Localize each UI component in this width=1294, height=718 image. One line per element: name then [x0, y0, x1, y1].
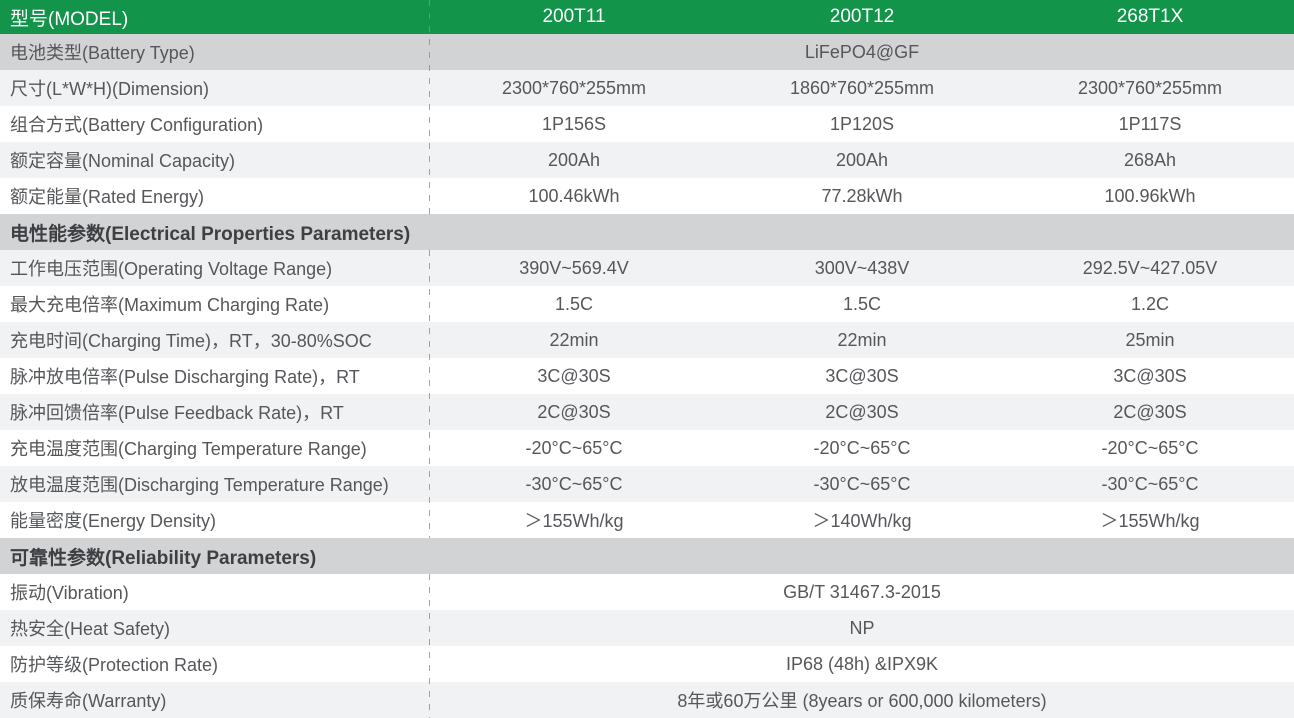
row-label: 组合方式(Battery Configuration) — [10, 115, 264, 135]
row-value: -30°C~65°C — [813, 473, 911, 494]
row-value: 22min — [837, 329, 887, 350]
row-merged-value: IP68 (48h) &IPX9K — [785, 653, 939, 674]
table-row-discharging-temp: 放电温度范围(Discharging Temperature Range) -3… — [0, 466, 1294, 502]
row-value: -30°C~65°C — [1101, 473, 1199, 494]
section-title: 电性能参数(Electrical Properties Parameters) — [10, 223, 411, 245]
row-value: 268Ah — [1123, 149, 1177, 170]
row-label: 质保寿命(Warranty) — [10, 691, 167, 711]
row-label: 放电温度范围(Discharging Temperature Range) — [10, 475, 389, 495]
row-value: 1.5C — [554, 293, 594, 314]
row-label: 脉冲回馈倍率(Pulse Feedback Rate)，RT — [10, 403, 344, 423]
table-row-warranty: 质保寿命(Warranty) 8年或60万公里 (8years or 600,0… — [0, 682, 1294, 718]
row-label: 能量密度(Energy Density) — [10, 511, 217, 531]
table-row-heat-safety: 热安全(Heat Safety) NP — [0, 610, 1294, 646]
row-label: 振动(Vibration) — [10, 583, 129, 603]
table-row-nominal-capacity: 额定容量(Nominal Capacity) 200Ah 200Ah 268Ah — [0, 142, 1294, 178]
row-value: 100.46kWh — [528, 185, 620, 206]
row-value: 2300*760*255mm — [501, 77, 647, 98]
table-row-charging-time: 充电时间(Charging Time)，RT，30-80%SOC 22min 2… — [0, 322, 1294, 358]
row-value: 2300*760*255mm — [1077, 77, 1223, 98]
row-label: 充电时间(Charging Time)，RT，30-80%SOC — [10, 331, 372, 351]
table-row-vibration: 振动(Vibration) GB/T 31467.3-2015 — [0, 574, 1294, 610]
row-value: 100.96kWh — [1104, 185, 1196, 206]
row-label: 工作电压范围(Operating Voltage Range) — [10, 259, 333, 279]
row-value: 2C@30S — [1113, 401, 1187, 422]
section-header-electrical: 电性能参数(Electrical Properties Parameters) — [0, 214, 1294, 250]
table-row-battery-type: 电池类型(Battery Type) LiFePO4@GF — [0, 34, 1294, 70]
table-row-rated-energy: 额定能量(Rated Energy) 100.46kWh 77.28kWh 10… — [0, 178, 1294, 214]
row-label: 防护等级(Protection Rate) — [10, 655, 219, 675]
row-value: -20°C~65°C — [813, 437, 911, 458]
table-row-pulse-discharging: 脉冲放电倍率(Pulse Discharging Rate)，RT 3C@30S… — [0, 358, 1294, 394]
section-title: 可靠性参数(Reliability Parameters) — [10, 547, 317, 569]
row-label: 脉冲放电倍率(Pulse Discharging Rate)，RT — [10, 367, 360, 387]
model-column-header-1: 200T11 — [542, 6, 606, 27]
row-label: 电池类型(Battery Type) — [10, 43, 195, 63]
row-value: 200Ah — [835, 149, 889, 170]
row-label: 热安全(Heat Safety) — [10, 619, 171, 639]
section-header-reliability: 可靠性参数(Reliability Parameters) — [0, 538, 1294, 574]
row-value: 1.5C — [842, 293, 882, 314]
table-row-protection-rate: 防护等级(Protection Rate) IP68 (48h) &IPX9K — [0, 646, 1294, 682]
row-value: 2C@30S — [825, 401, 899, 422]
table-row-dimension: 尺寸(L*W*H)(Dimension) 2300*760*255mm 1860… — [0, 70, 1294, 106]
table-row-configuration: 组合方式(Battery Configuration) 1P156S 1P120… — [0, 106, 1294, 142]
row-value: 77.28kWh — [821, 185, 903, 206]
table-row-charging-temp: 充电温度范围(Charging Temperature Range) -20°C… — [0, 430, 1294, 466]
row-value: 1P156S — [541, 113, 607, 134]
row-value: ＞155Wh/kg — [524, 511, 624, 531]
table-row-voltage-range: 工作电压范围(Operating Voltage Range) 390V~569… — [0, 250, 1294, 286]
row-value: 3C@30S — [537, 365, 611, 386]
table-row-energy-density: 能量密度(Energy Density) ＞155Wh/kg ＞140Wh/kg… — [0, 502, 1294, 538]
model-column-header-2: 200T12 — [829, 6, 895, 27]
row-value: 3C@30S — [1113, 365, 1187, 386]
row-value: 22min — [549, 329, 599, 350]
row-merged-value: NP — [849, 617, 875, 638]
row-value: 200Ah — [547, 149, 601, 170]
row-value: 1.2C — [1130, 293, 1170, 314]
row-merged-value: 8年或60万公里 (8years or 600,000 kilometers) — [677, 691, 1047, 711]
row-value: -20°C~65°C — [525, 437, 623, 458]
row-value: 300V~438V — [814, 257, 910, 278]
row-merged-value: LiFePO4@GF — [804, 41, 920, 62]
row-value: ＞140Wh/kg — [812, 511, 912, 531]
row-value: -30°C~65°C — [525, 473, 623, 494]
row-value: 25min — [1125, 329, 1175, 350]
row-value: 1P117S — [1118, 113, 1182, 134]
row-label: 充电温度范围(Charging Temperature Range) — [10, 439, 367, 459]
row-value: 292.5V~427.05V — [1082, 257, 1218, 278]
row-label: 最大充电倍率(Maximum Charging Rate) — [10, 295, 330, 315]
row-value: 1860*760*255mm — [789, 77, 935, 98]
row-merged-value: GB/T 31467.3-2015 — [783, 581, 941, 602]
table-row-pulse-feedback: 脉冲回馈倍率(Pulse Feedback Rate)，RT 2C@30S 2C… — [0, 394, 1294, 430]
row-value: 3C@30S — [825, 365, 899, 386]
table-header-row: 型号(MODEL) 200T11 200T12 268T1X — [0, 0, 1294, 34]
row-value: -20°C~65°C — [1101, 437, 1199, 458]
model-header-label: 型号(MODEL) — [10, 8, 129, 30]
model-column-header-3: 268T1X — [1116, 6, 1184, 27]
row-value: 390V~569.4V — [519, 257, 629, 278]
row-label: 额定能量(Rated Energy) — [10, 187, 205, 207]
row-value: ＞155Wh/kg — [1100, 511, 1200, 531]
row-label: 额定容量(Nominal Capacity) — [10, 151, 236, 171]
row-label: 尺寸(L*W*H)(Dimension) — [10, 79, 210, 99]
row-value: 1P120S — [829, 113, 895, 134]
table-row-max-charging-rate: 最大充电倍率(Maximum Charging Rate) 1.5C 1.5C … — [0, 286, 1294, 322]
row-value: 2C@30S — [537, 401, 611, 422]
